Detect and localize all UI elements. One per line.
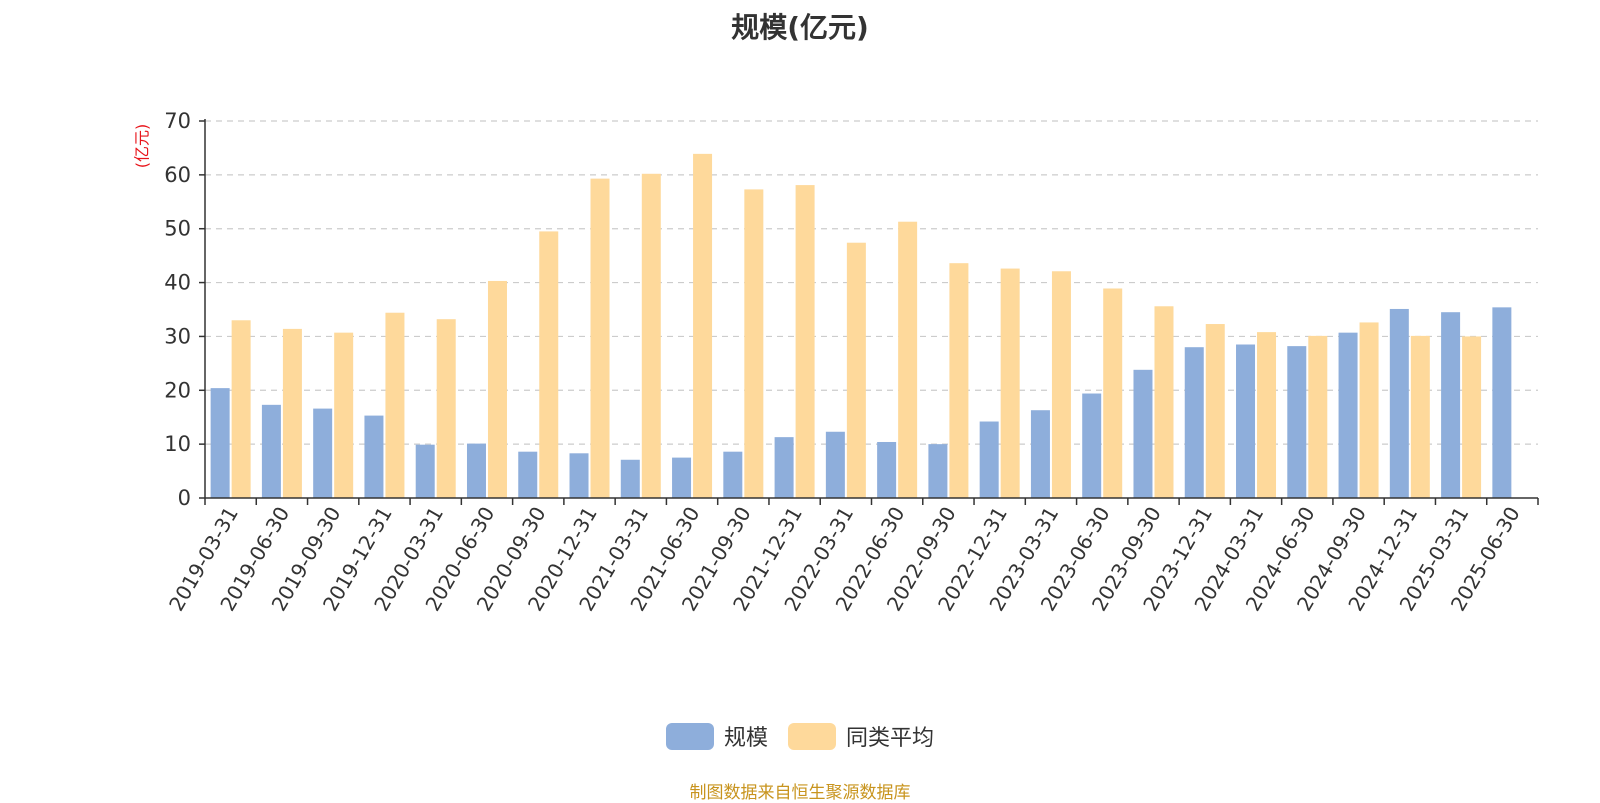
y-tick-label: 40 bbox=[164, 271, 191, 295]
chart-title: 规模(亿元) bbox=[731, 11, 869, 44]
bar-scale bbox=[210, 388, 230, 498]
bar-scale bbox=[313, 408, 333, 498]
bar-scale bbox=[569, 453, 589, 498]
bar-peer-average bbox=[1359, 322, 1379, 498]
bar-scale bbox=[364, 415, 384, 498]
bars bbox=[210, 153, 1512, 499]
bar-scale bbox=[877, 441, 897, 498]
bar-scale bbox=[1287, 346, 1307, 498]
bar-peer-average bbox=[744, 189, 764, 499]
bar-scale bbox=[723, 451, 743, 498]
y-tick-label: 30 bbox=[164, 324, 191, 348]
legend-swatch-scale bbox=[665, 722, 714, 750]
y-tick-labels: 0 10 20 30 40 50 60 70 bbox=[164, 109, 191, 510]
bar-peer-average bbox=[846, 242, 866, 498]
data-source-note: 制图数据来自恒生聚源数据库 bbox=[689, 783, 911, 803]
bar-scale bbox=[825, 431, 845, 498]
bar-peer-average bbox=[898, 221, 918, 498]
bar-peer-average bbox=[1308, 335, 1328, 498]
y-tick-label: 60 bbox=[164, 163, 191, 187]
y-tick-label: 70 bbox=[164, 109, 191, 133]
bar-scale bbox=[979, 421, 999, 498]
bar-peer-average bbox=[641, 173, 661, 498]
bar-scale bbox=[518, 451, 538, 498]
bar-peer-average bbox=[231, 320, 251, 498]
legend-label-scale: 规模 bbox=[723, 726, 768, 751]
bar-scale bbox=[1236, 344, 1256, 498]
bar-peer-average bbox=[436, 319, 456, 498]
bar-peer-average bbox=[1000, 268, 1020, 498]
bar-peer-average bbox=[1410, 335, 1430, 498]
bar-peer-average bbox=[1257, 332, 1277, 498]
bar-scale bbox=[1133, 369, 1153, 498]
x-tick-labels: 2019-03-312019-06-302019-09-302019-12-31… bbox=[164, 502, 1525, 615]
bar-peer-average bbox=[385, 312, 405, 498]
y-tick-label: 10 bbox=[164, 432, 191, 456]
bar-peer-average bbox=[1051, 271, 1071, 498]
bar-scale bbox=[1389, 308, 1409, 498]
y-tick-label: 0 bbox=[178, 486, 191, 510]
bar-peer-average bbox=[539, 231, 559, 498]
bar-scale bbox=[1338, 332, 1358, 498]
bar-peer-average bbox=[1154, 306, 1174, 498]
bar-scale bbox=[672, 457, 692, 498]
axes bbox=[199, 119, 1539, 505]
grid-lines bbox=[205, 120, 1538, 445]
bar-scale bbox=[466, 443, 486, 498]
legend-item-scale[interactable]: 规模 bbox=[665, 720, 768, 752]
bar-scale bbox=[1492, 307, 1512, 498]
bar-peer-average bbox=[693, 153, 713, 499]
bar-scale bbox=[1030, 410, 1050, 498]
bar-peer-average bbox=[1205, 324, 1225, 498]
bar-peer-average bbox=[1103, 288, 1123, 498]
bar-peer-average bbox=[949, 263, 969, 498]
bar-scale bbox=[1184, 347, 1204, 498]
bar-scale bbox=[774, 437, 794, 498]
bar-peer-average bbox=[487, 280, 507, 498]
bar-scale bbox=[620, 459, 640, 498]
bar-scale bbox=[261, 404, 281, 498]
y-tick-label: 20 bbox=[164, 378, 191, 402]
legend-item-peer-average[interactable]: 同类平均 bbox=[788, 720, 934, 752]
bar-peer-average bbox=[334, 332, 354, 498]
bar-scale bbox=[415, 444, 435, 498]
bar-peer-average bbox=[1462, 336, 1482, 498]
legend: 规模 同类平均 bbox=[0, 720, 1600, 752]
bar-peer-average bbox=[590, 178, 610, 498]
legend-swatch-peer-average bbox=[788, 722, 836, 750]
legend-label-peer-average: 同类平均 bbox=[846, 726, 935, 751]
bar-peer-average bbox=[282, 328, 302, 498]
bar-peer-average bbox=[795, 185, 815, 498]
bar-chart: 0 10 20 30 40 50 60 70 2019-03-312019-06-302019… bbox=[164, 109, 1539, 615]
bar-scale bbox=[928, 444, 948, 498]
y-tick-label: 50 bbox=[164, 217, 191, 241]
bar-scale bbox=[1082, 393, 1102, 498]
bar-scale bbox=[1441, 312, 1461, 498]
